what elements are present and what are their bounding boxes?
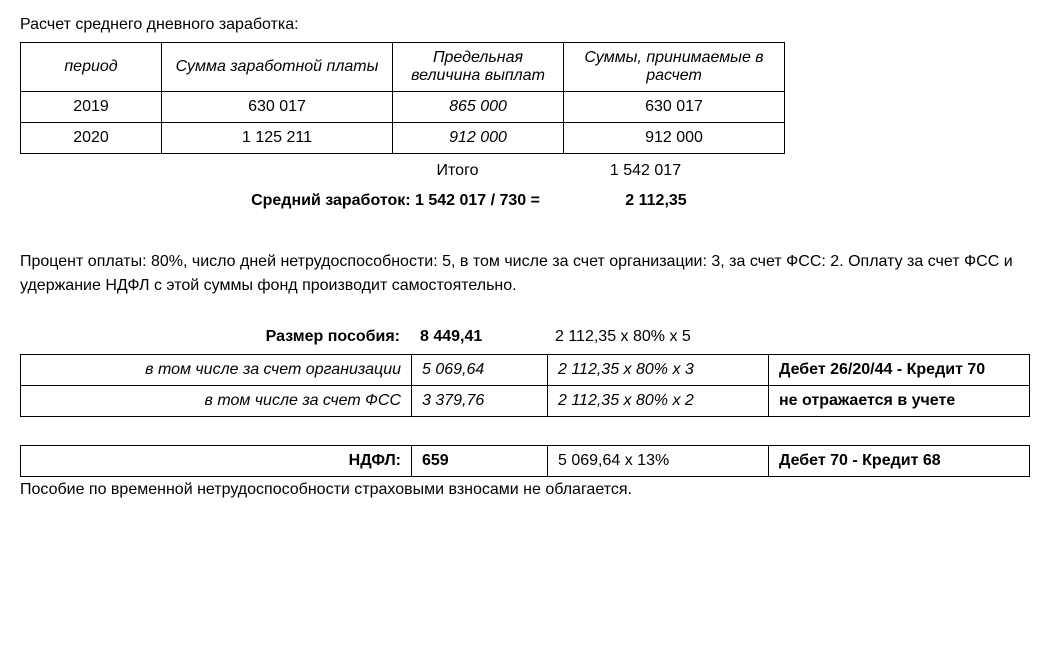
- table-header-row: период Сумма заработной платы Предельная…: [21, 43, 785, 92]
- ndfl-formula: 5 069,64 x 13%: [548, 446, 769, 477]
- cell-limit: 865 000: [393, 92, 564, 123]
- section-title: Расчет среднего дневного заработка:: [20, 16, 1030, 34]
- benefit-posting: [765, 322, 1030, 352]
- table-row: 2020 1 125 211 912 000 912 000: [21, 123, 785, 154]
- ndfl-amount: 659: [412, 446, 548, 477]
- cell-accepted: 630 017: [564, 92, 785, 123]
- ndfl-label: НДФЛ:: [21, 446, 412, 477]
- header-period: период: [21, 43, 162, 92]
- cell-limit: 912 000: [393, 123, 564, 154]
- breakdown-formula: 2 112,35 x 80% x 3: [548, 355, 769, 386]
- ndfl-row: НДФЛ: 659 5 069,64 x 13% Дебет 70 - Кред…: [21, 446, 1030, 477]
- table-row: в том числе за счет организации 5 069,64…: [21, 355, 1030, 386]
- header-accepted: Суммы, принимаемые в расчет: [564, 43, 785, 92]
- ndfl-table: НДФЛ: 659 5 069,64 x 13% Дебет 70 - Кред…: [20, 445, 1030, 477]
- cell-sum: 1 125 211: [162, 123, 393, 154]
- total-value: 1 542 017: [539, 158, 752, 184]
- breakdown-posting: Дебет 26/20/44 - Кредит 70: [769, 355, 1030, 386]
- cell-accepted: 912 000: [564, 123, 785, 154]
- footnote: Пособие по временной нетрудоспособности …: [20, 481, 1030, 499]
- average-label: Средний заработок: 1 542 017 / 730 =: [20, 192, 550, 210]
- header-sum: Сумма заработной платы: [162, 43, 393, 92]
- breakdown-label: в том числе за счет ФСС: [21, 386, 412, 417]
- table-row: в том числе за счет ФСС 3 379,76 2 112,3…: [21, 386, 1030, 417]
- benefit-header-row: Размер пособия: 8 449,41 2 112,35 x 80% …: [20, 322, 1030, 352]
- table-row: 2019 630 017 865 000 630 017: [21, 92, 785, 123]
- breakdown-label: в том числе за счет организации: [21, 355, 412, 386]
- earnings-table: период Сумма заработной платы Предельная…: [20, 42, 785, 154]
- cell-period: 2020: [21, 123, 162, 154]
- total-label: Итого: [376, 158, 539, 184]
- cell-sum: 630 017: [162, 92, 393, 123]
- average-value: 2 112,35: [550, 192, 762, 210]
- benefit-breakdown-table: в том числе за счет организации 5 069,64…: [20, 354, 1030, 417]
- explanation-paragraph: Процент оплаты: 80%, число дней нетрудос…: [20, 250, 1030, 298]
- breakdown-posting: не отражается в учете: [769, 386, 1030, 417]
- cell-period: 2019: [21, 92, 162, 123]
- breakdown-amount: 3 379,76: [412, 386, 548, 417]
- average-row: Средний заработок: 1 542 017 / 730 = 2 1…: [20, 192, 1030, 210]
- benefit-amount: 8 449,41: [410, 322, 545, 352]
- header-limit: Предельная величина выплат: [393, 43, 564, 92]
- breakdown-formula: 2 112,35 x 80% x 2: [548, 386, 769, 417]
- benefit-label: Размер пособия:: [20, 322, 410, 352]
- total-row: Итого 1 542 017: [20, 158, 1030, 184]
- benefit-formula: 2 112,35 x 80% x 5: [545, 322, 765, 352]
- ndfl-posting: Дебет 70 - Кредит 68: [769, 446, 1030, 477]
- breakdown-amount: 5 069,64: [412, 355, 548, 386]
- benefit-header-table: Размер пособия: 8 449,41 2 112,35 x 80% …: [20, 322, 1030, 352]
